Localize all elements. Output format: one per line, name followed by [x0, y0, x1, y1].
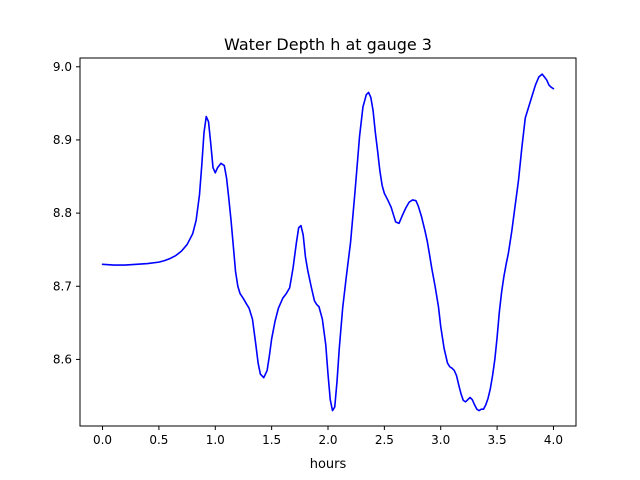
x-tick-label: 3.0: [431, 433, 450, 447]
x-tick-label: 0.5: [149, 433, 168, 447]
x-tick-label: 2.5: [375, 433, 394, 447]
y-tick-label: 9.0: [53, 60, 72, 74]
y-tick-label: 8.9: [53, 133, 72, 147]
x-axis-ticks: 0.0 0.5 1.0 1.5 2.0 2.5 3.0 3.5 4.0: [93, 426, 563, 447]
plot-frame: [79, 57, 577, 427]
series-line: [101, 73, 555, 412]
x-tick-label: 1.0: [206, 433, 225, 447]
plot-series-layer: [101, 73, 555, 412]
y-tick-label: 8.6: [53, 352, 72, 366]
x-tick-label: 2.0: [318, 433, 337, 447]
y-axis-ticks: 8.6 8.7 8.8 8.9 9.0: [53, 60, 80, 366]
x-axis-label: hours: [310, 457, 347, 472]
x-tick-label: 1.5: [262, 433, 281, 447]
y-tick-label: 8.8: [53, 206, 72, 220]
chart-title: Water Depth h at gauge 3: [224, 35, 432, 54]
y-tick-label: 8.7: [53, 279, 72, 293]
x-tick-label: 0.0: [93, 433, 112, 447]
x-tick-label: 3.5: [488, 433, 507, 447]
x-tick-label: 4.0: [544, 433, 563, 447]
